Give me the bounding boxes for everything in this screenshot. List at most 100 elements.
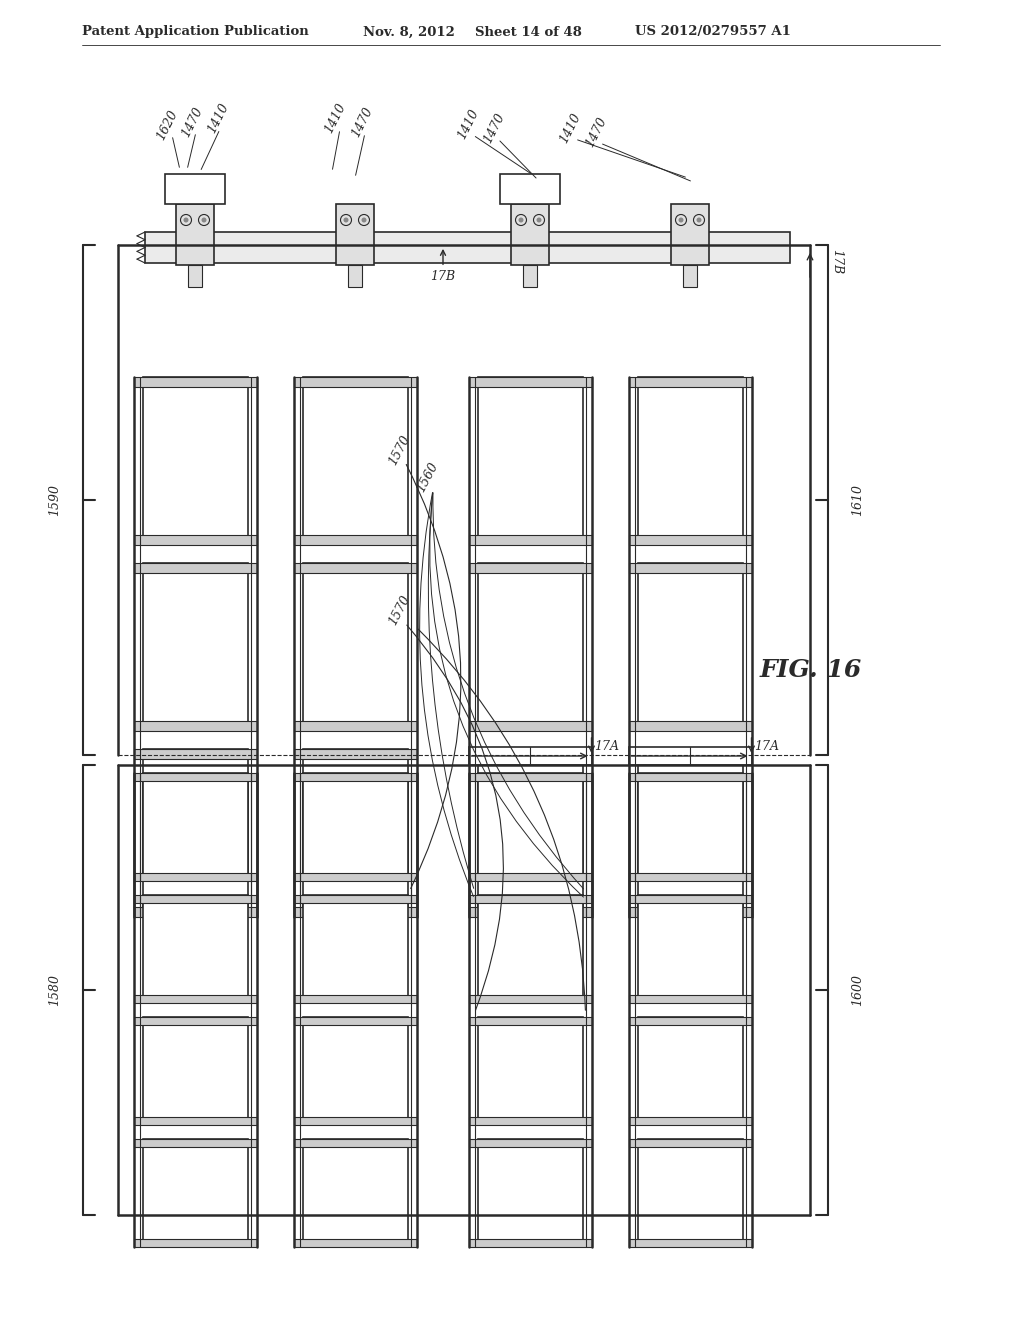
Bar: [133, 564, 256, 573]
Bar: [638, 1139, 742, 1247]
Bar: [469, 1117, 592, 1125]
Bar: [477, 748, 583, 917]
Bar: [165, 174, 225, 205]
Text: US 2012/0279557 A1: US 2012/0279557 A1: [635, 25, 791, 38]
Bar: [469, 1139, 592, 1147]
Bar: [638, 748, 742, 917]
Bar: [302, 564, 408, 731]
Bar: [469, 995, 592, 1003]
Circle shape: [696, 218, 701, 223]
Bar: [523, 265, 537, 286]
Bar: [629, 747, 752, 766]
Text: 1570: 1570: [387, 433, 414, 467]
Bar: [294, 535, 417, 545]
Bar: [142, 1139, 248, 1247]
Bar: [469, 1016, 592, 1026]
Bar: [294, 895, 417, 903]
Bar: [133, 1239, 256, 1247]
Bar: [477, 564, 583, 731]
Bar: [133, 995, 256, 1003]
Bar: [133, 774, 256, 781]
Bar: [133, 721, 256, 731]
Bar: [638, 378, 742, 545]
Text: 1610: 1610: [852, 484, 864, 516]
Circle shape: [679, 218, 683, 223]
Bar: [469, 747, 592, 766]
Text: Patent Application Publication: Patent Application Publication: [82, 25, 309, 38]
Bar: [629, 535, 752, 545]
Text: 17B: 17B: [830, 249, 843, 275]
Bar: [294, 1239, 417, 1247]
Text: 17A: 17A: [595, 741, 620, 754]
Bar: [142, 378, 248, 545]
Bar: [469, 1239, 592, 1247]
Bar: [142, 774, 248, 880]
Bar: [294, 873, 417, 880]
Bar: [302, 1139, 408, 1247]
Bar: [638, 895, 742, 1003]
Bar: [133, 895, 256, 903]
Circle shape: [202, 218, 207, 223]
Bar: [629, 748, 752, 759]
Bar: [477, 378, 583, 545]
Bar: [477, 895, 583, 1003]
Circle shape: [343, 218, 348, 223]
Bar: [302, 748, 408, 917]
Bar: [302, 1016, 408, 1125]
Circle shape: [518, 218, 523, 223]
Bar: [294, 721, 417, 731]
Bar: [294, 564, 417, 573]
Bar: [145, 232, 790, 263]
Bar: [629, 1139, 752, 1147]
Text: 1570: 1570: [387, 593, 414, 627]
Bar: [133, 1117, 256, 1125]
Bar: [294, 1016, 417, 1026]
Bar: [294, 378, 417, 387]
Text: 1410: 1410: [205, 100, 231, 135]
Bar: [629, 564, 752, 573]
Bar: [469, 907, 592, 917]
Bar: [683, 265, 697, 286]
Text: 1470: 1470: [583, 115, 609, 149]
Bar: [469, 873, 592, 880]
Bar: [629, 774, 752, 781]
Text: 17B: 17B: [430, 251, 456, 282]
Bar: [638, 1016, 742, 1125]
Text: 17A: 17A: [755, 741, 779, 754]
Bar: [348, 265, 362, 286]
Circle shape: [183, 218, 188, 223]
Bar: [133, 748, 256, 759]
Text: 1580: 1580: [48, 974, 61, 1006]
Bar: [294, 1117, 417, 1125]
Bar: [142, 895, 248, 1003]
Bar: [302, 378, 408, 545]
Bar: [629, 907, 752, 917]
Bar: [133, 907, 256, 917]
Bar: [629, 1016, 752, 1026]
Bar: [469, 535, 592, 545]
Text: Nov. 8, 2012: Nov. 8, 2012: [362, 25, 455, 38]
Bar: [477, 1016, 583, 1125]
Bar: [302, 774, 408, 880]
Text: 1590: 1590: [48, 484, 61, 516]
Bar: [469, 721, 592, 731]
Text: 1470: 1470: [179, 104, 205, 139]
Text: 1410: 1410: [455, 107, 481, 141]
Bar: [638, 774, 742, 880]
Bar: [469, 748, 592, 759]
Bar: [469, 378, 592, 387]
Bar: [142, 748, 248, 917]
Text: 1560: 1560: [415, 459, 441, 494]
Bar: [142, 1016, 248, 1125]
Bar: [294, 774, 417, 781]
Text: 1410: 1410: [557, 111, 583, 145]
Bar: [469, 564, 592, 573]
Bar: [469, 774, 592, 781]
Bar: [638, 564, 742, 731]
Bar: [133, 1016, 256, 1026]
Text: 1470: 1470: [349, 104, 375, 139]
Bar: [500, 174, 560, 205]
Bar: [142, 564, 248, 731]
Bar: [302, 895, 408, 1003]
Bar: [629, 995, 752, 1003]
